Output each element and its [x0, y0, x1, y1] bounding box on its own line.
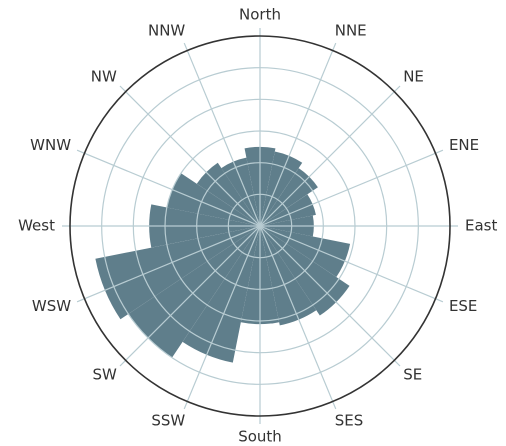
bar	[260, 151, 303, 226]
grid-ring	[132, 98, 388, 354]
angle-label: ENE	[449, 136, 479, 154]
angle-label: NNE	[335, 22, 367, 40]
angle-label: South	[238, 428, 282, 446]
angle-label: SSW	[151, 411, 185, 429]
angle-label: WNW	[30, 136, 71, 154]
spoke	[259, 42, 337, 227]
grid-ring	[164, 130, 356, 322]
bar	[260, 226, 351, 278]
spoke	[259, 149, 444, 227]
grid-ring	[227, 193, 293, 259]
spoke	[119, 85, 261, 227]
spoke	[183, 42, 261, 227]
bar	[166, 173, 260, 226]
angle-label: NNW	[148, 22, 185, 40]
angle-label: West	[18, 217, 55, 235]
angle-label: WSW	[32, 297, 71, 315]
angle-label: SE	[403, 366, 422, 384]
angle-label: SW	[92, 366, 117, 384]
angle-label: East	[465, 217, 497, 235]
angle-label: SES	[335, 411, 364, 429]
bar	[221, 157, 260, 226]
grid-ring	[101, 67, 419, 385]
spoke	[259, 225, 401, 367]
angle-label: NW	[91, 67, 117, 85]
spoke	[119, 225, 261, 367]
bar	[182, 226, 260, 363]
spoke	[76, 149, 261, 227]
spoke	[76, 225, 261, 303]
angle-label: North	[239, 6, 281, 24]
bar	[260, 226, 317, 326]
angle-label: NE	[403, 67, 424, 85]
angle-label: ESE	[449, 297, 477, 315]
grid-ring	[196, 162, 324, 290]
outer-ring	[69, 35, 451, 417]
spoke	[259, 85, 401, 227]
spoke	[259, 225, 444, 303]
spoke	[183, 225, 261, 410]
spoke	[259, 225, 337, 410]
